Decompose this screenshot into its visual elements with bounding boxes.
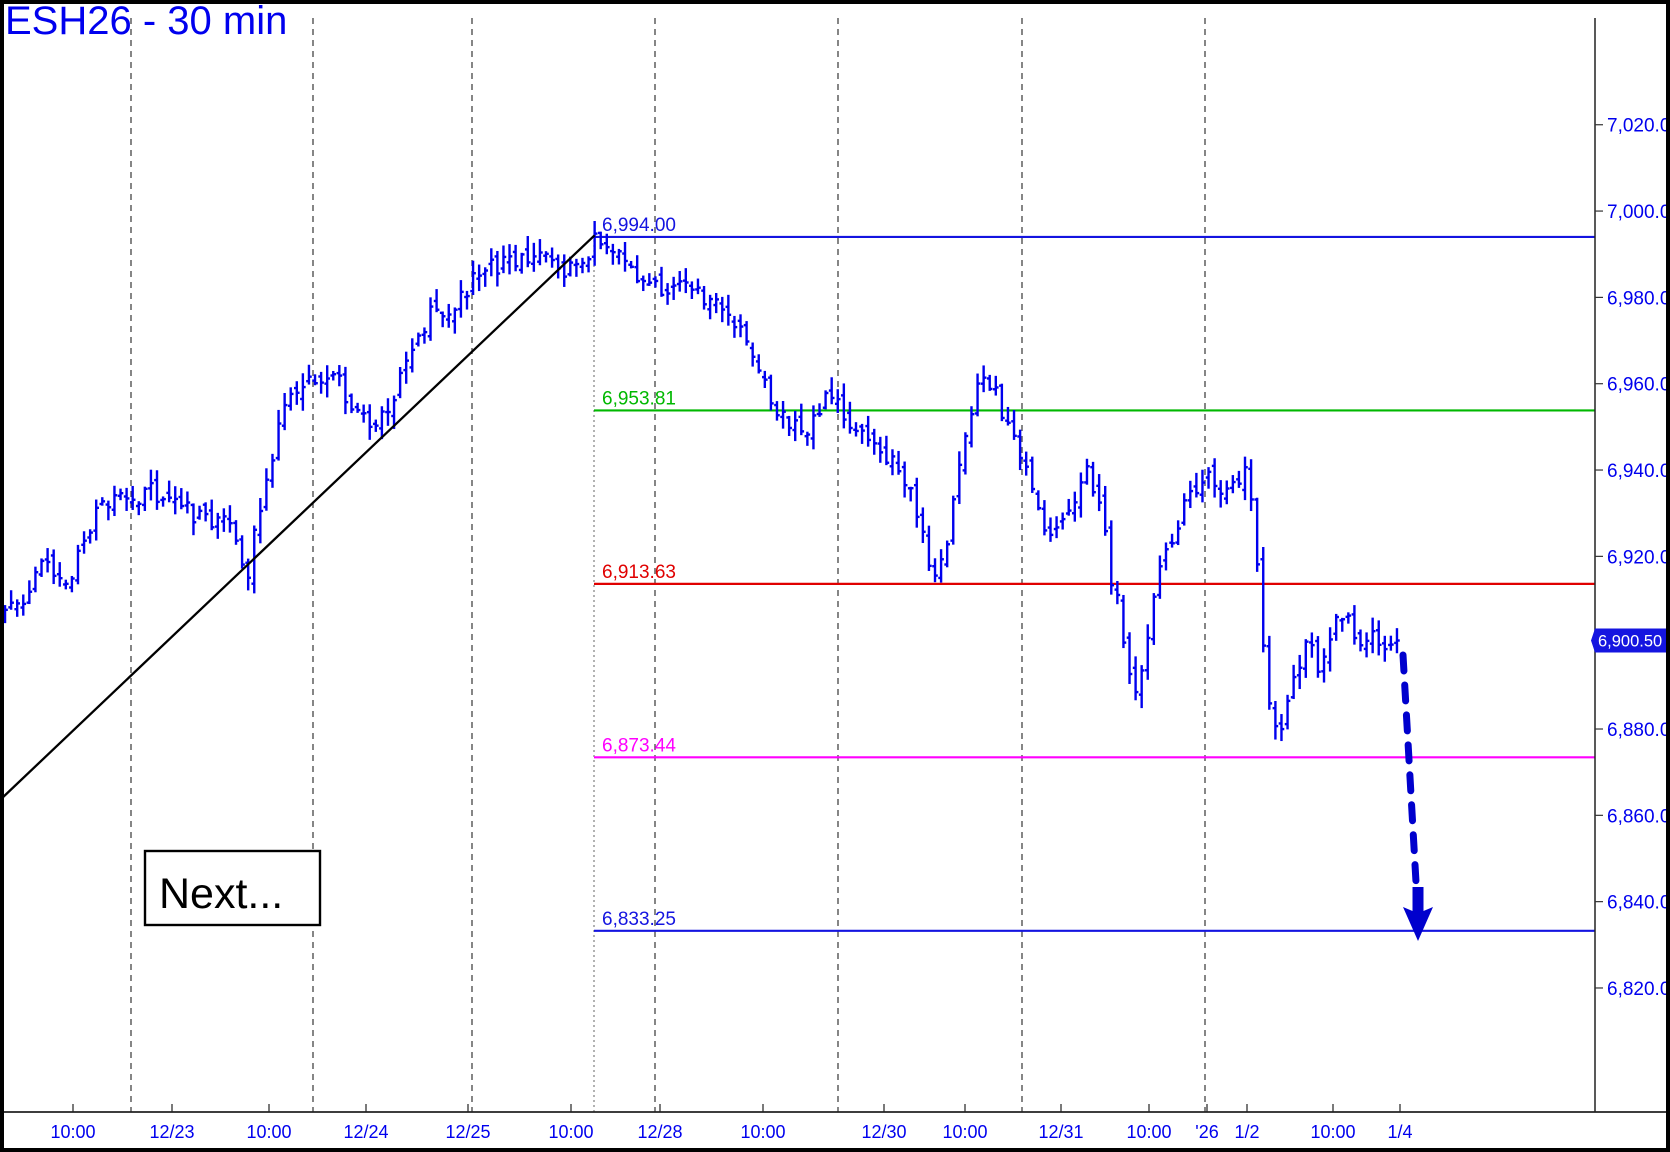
- svg-text:10:00: 10:00: [50, 1122, 95, 1142]
- svg-text:6,880.00: 6,880.00: [1607, 720, 1670, 741]
- svg-text:12/23: 12/23: [149, 1122, 194, 1142]
- svg-text:10:00: 10:00: [1310, 1122, 1355, 1142]
- svg-text:10:00: 10:00: [1126, 1122, 1171, 1142]
- svg-text:6,994.00: 6,994.00: [602, 215, 676, 236]
- svg-text:6,960.00: 6,960.00: [1607, 375, 1670, 396]
- svg-text:Next...: Next...: [159, 870, 283, 918]
- svg-text:6,833.25: 6,833.25: [602, 909, 676, 930]
- svg-text:1/4: 1/4: [1387, 1122, 1412, 1142]
- svg-text:10:00: 10:00: [246, 1122, 291, 1142]
- svg-text:6,900.50: 6,900.50: [1598, 633, 1662, 651]
- svg-text:12/24: 12/24: [343, 1122, 388, 1142]
- svg-text:1/2: 1/2: [1234, 1122, 1259, 1142]
- svg-text:6,820.00: 6,820.00: [1607, 979, 1670, 1000]
- svg-text:12/31: 12/31: [1038, 1122, 1083, 1142]
- svg-text:'26: '26: [1195, 1122, 1218, 1142]
- svg-text:ESH26 - 30 min: ESH26 - 30 min: [5, 0, 287, 43]
- svg-text:10:00: 10:00: [942, 1122, 987, 1142]
- svg-text:7,000.00: 7,000.00: [1607, 202, 1670, 223]
- svg-text:6,860.00: 6,860.00: [1607, 806, 1670, 827]
- svg-text:7,020.00: 7,020.00: [1607, 116, 1670, 137]
- svg-text:6,873.44: 6,873.44: [602, 735, 676, 756]
- svg-text:6,913.63: 6,913.63: [602, 562, 676, 583]
- svg-text:6,920.00: 6,920.00: [1607, 547, 1670, 568]
- svg-text:6,840.00: 6,840.00: [1607, 893, 1670, 914]
- svg-text:12/25: 12/25: [445, 1122, 490, 1142]
- svg-text:12/30: 12/30: [861, 1122, 906, 1142]
- svg-text:6,980.00: 6,980.00: [1607, 288, 1670, 309]
- svg-text:12/28: 12/28: [637, 1122, 682, 1142]
- svg-text:6,940.00: 6,940.00: [1607, 461, 1670, 482]
- svg-text:10:00: 10:00: [740, 1122, 785, 1142]
- svg-text:6,953.81: 6,953.81: [602, 388, 676, 409]
- svg-text:10:00: 10:00: [548, 1122, 593, 1142]
